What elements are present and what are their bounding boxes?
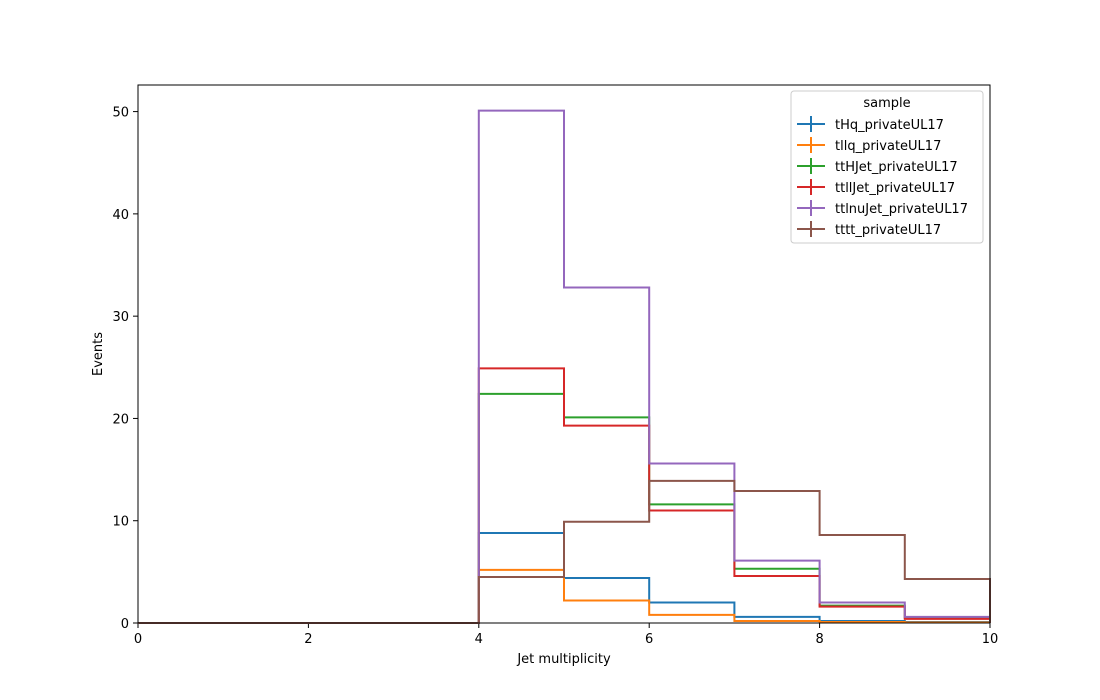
legend-label: tttt_privateUL17: [835, 223, 941, 238]
y-tick-label: 20: [112, 412, 129, 427]
y-tick-label: 40: [112, 208, 129, 223]
axis-ticks: 0 2 4 6 8 10 0 10 20 30 40 50: [112, 106, 998, 647]
x-tick-label: 0: [134, 632, 142, 647]
y-axis-label: Events: [91, 332, 106, 376]
x-tick-label: 2: [304, 632, 312, 647]
legend-label: ttHJet_privateUL17: [835, 160, 958, 175]
y-tick-label: 0: [121, 617, 129, 632]
y-tick-label: 10: [112, 515, 129, 530]
x-tick-label: 10: [982, 632, 999, 647]
legend-title: sample: [863, 96, 910, 111]
legend: sample tHq_privateUL17 tllq_privateUL17tt…: [790, 90, 984, 244]
legend-entry: ttllJet_privateUL17: [797, 179, 955, 196]
legend-label: tllq_privateUL17: [835, 139, 941, 154]
x-axis-label: Jet multiplicity: [516, 652, 611, 667]
legend-entry: tttt_privateUL17: [797, 221, 941, 238]
legend-box: [790, 90, 984, 244]
y-tick-label: 50: [112, 106, 129, 121]
legend-label: ttllJet_privateUL17: [835, 181, 955, 196]
legend-entry: tHq_privateUL17: [797, 116, 944, 133]
legend-label: tHq_privateUL17: [835, 118, 944, 133]
legend-entry: tllq_privateUL17: [797, 137, 941, 154]
legend-label: ttlnuJet_privateUL17: [835, 202, 968, 217]
legend-entry: ttHJet_privateUL17: [797, 158, 958, 175]
legend-entry: ttlnuJet_privateUL17: [797, 200, 968, 217]
x-tick-label: 8: [815, 632, 823, 647]
x-tick-label: 4: [475, 632, 483, 647]
legend-entries: tHq_privateUL17 tllq_privateUL17 ttHJet_pr…: [797, 116, 968, 238]
y-tick-label: 30: [112, 310, 129, 325]
plot-frame: [137, 84, 991, 624]
x-tick-label: 6: [645, 632, 653, 647]
